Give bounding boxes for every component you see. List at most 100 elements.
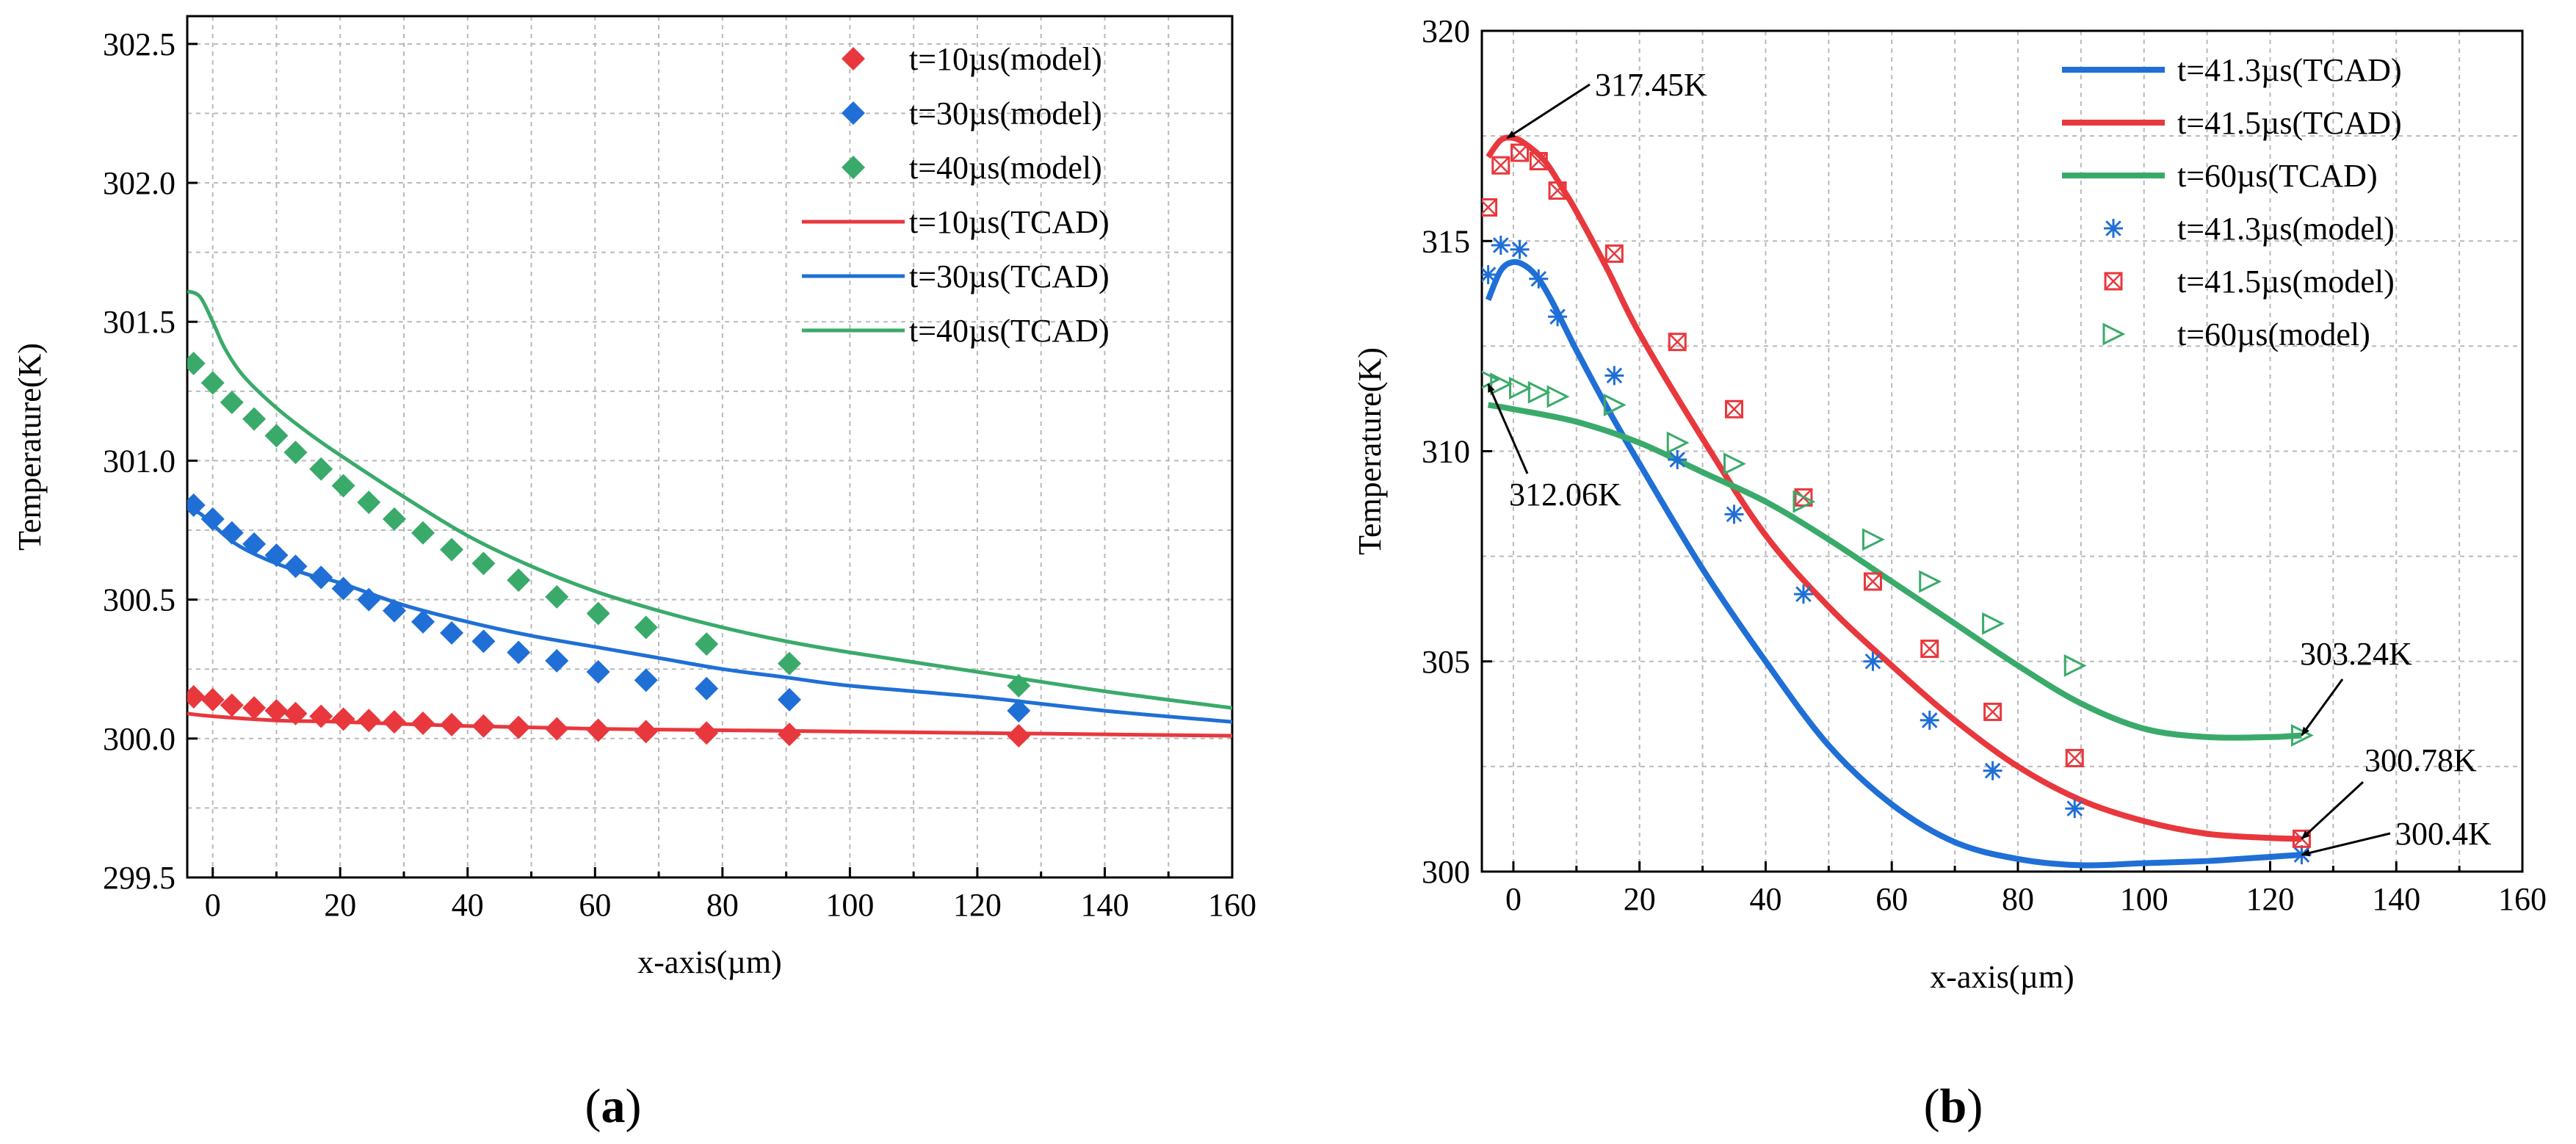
data-point [1482, 198, 1498, 217]
annotation: 300.4K [2301, 816, 2492, 857]
legend: t=10µs(model) t=30µs(model) t=40µs(model) t… [802, 41, 1110, 349]
y-tick-label: 299.5 [103, 860, 176, 896]
data-point [1548, 307, 1568, 327]
data-point [545, 584, 569, 609]
data-point [695, 632, 719, 656]
data-point [586, 601, 610, 626]
x-tick-label: 20 [324, 887, 356, 923]
data-point [187, 351, 206, 375]
plot-frame [186, 15, 1234, 879]
legend-marker-swatch [842, 156, 865, 179]
legend-marker-swatch [842, 47, 865, 70]
series-t=41.3µs(model) [1482, 235, 2312, 865]
legend-label: t=60µs(model) [2177, 316, 2370, 352]
annotation-label: 312.06K [1509, 477, 1621, 513]
annotation-arrow [2301, 832, 2391, 857]
data-point [264, 424, 289, 448]
data-point [440, 537, 464, 562]
data-point [1863, 572, 1882, 591]
x-tick-label: 140 [1080, 887, 1129, 923]
legend: t=41.3µs(TCAD) t=41.5µs(TCAD) t=60µs(TCAD)… [2062, 52, 2402, 352]
legend-item: t=30µs(TCAD) [802, 258, 1110, 294]
data-point [1510, 143, 1530, 162]
data-point [1982, 612, 2005, 635]
x-tick-label: 120 [953, 887, 1002, 923]
annotation-label: 303.24K [2300, 636, 2412, 672]
data-point [471, 629, 496, 654]
data-point [1603, 394, 1627, 416]
legend-label: t=41.5µs(TCAD) [2177, 105, 2402, 141]
legend-marker-swatch [2104, 272, 2123, 291]
series-t=41.5µs(TCAD) [1486, 134, 2302, 842]
series-t=30µs(model) [187, 493, 1031, 723]
data-point [1509, 377, 1532, 400]
x-tick-label: 40 [1749, 881, 1781, 917]
series-line [1487, 402, 2302, 741]
data-point [309, 704, 333, 728]
axis-ticks: 0 20 40 60 80 100 120 140 160 300 305 310 315 320 [1422, 13, 2547, 917]
x-tick-label: 40 [452, 887, 484, 923]
panel-label: (a) [585, 1079, 642, 1133]
x-tick-label: 0 [205, 887, 221, 923]
legend-label: t=41.3µs(TCAD) [2177, 52, 2402, 88]
data-point [777, 723, 801, 747]
y-axis-title: Temperature(K) [1352, 347, 1388, 555]
data-point [1983, 761, 2002, 781]
legend-item: t=41.3µs(model) [2104, 211, 2395, 247]
data-point [2065, 748, 2084, 767]
data-point [220, 693, 244, 717]
data-point [1793, 584, 1813, 604]
data-point [695, 676, 719, 700]
data-point [777, 651, 801, 676]
series-line [187, 506, 1232, 724]
data-point [1527, 380, 1551, 404]
data-point [1792, 490, 1816, 513]
annotation-label: 317.45K [1595, 67, 1707, 103]
legend-item: t=41.3µs(TCAD) [2062, 52, 2402, 88]
legend-item: t=60µs(model) [2102, 316, 2370, 352]
x-tick-label: 160 [2498, 881, 2547, 917]
data-point [331, 707, 355, 731]
data-point [634, 668, 658, 692]
legend-item: t=10µs(TCAD) [802, 204, 1110, 240]
data-point [1491, 156, 1510, 175]
legend-item: t=60µs(TCAD) [2062, 158, 2378, 194]
data-point [1724, 504, 1744, 524]
data-point [1920, 710, 1939, 730]
data-point [411, 521, 435, 545]
legend-item: t=41.5µs(model) [2104, 264, 2395, 300]
annotation-arrow [2301, 781, 2365, 840]
legend-label: t=10µs(TCAD) [909, 204, 1110, 240]
x-tick-label: 0 [1505, 881, 1522, 917]
y-tick-label: 300.0 [103, 721, 176, 757]
series-t=40µs(model) [187, 351, 1031, 698]
y-tick-label: 302.5 [103, 26, 176, 62]
data-point [634, 615, 658, 640]
data-point [200, 507, 225, 531]
legend-label: t=30µs(model) [909, 95, 1102, 131]
legend-label: t=60µs(TCAD) [2177, 158, 2378, 194]
data-point [1983, 702, 2002, 721]
y-tick-label: 305 [1422, 644, 1470, 680]
data-point [1863, 651, 1883, 671]
legend-label: t=40µs(TCAD) [909, 313, 1110, 349]
annotation-arrow [1487, 383, 1529, 474]
panel-a-chart: 0 20 40 60 80 100 120 140 160 299.5 300.0 300.5 301.… [12, 15, 1256, 1133]
x-tick-label: 140 [2372, 881, 2420, 917]
legend-item: t=41.5µs(TCAD) [2062, 105, 2402, 141]
y-tick-label: 320 [1422, 13, 1470, 49]
y-tick-label: 301.5 [103, 304, 176, 340]
data-point [586, 659, 610, 684]
data-point [331, 474, 355, 498]
x-axis-title: x-axis(µm) [1930, 959, 2074, 995]
data-point [1529, 151, 1548, 170]
data-point [411, 609, 435, 634]
series-t=60µs(TCAD) [1487, 402, 2302, 741]
legend-label: t=41.3µs(model) [2177, 211, 2395, 247]
data-point [1862, 528, 1885, 551]
legend-label: t=40µs(model) [909, 150, 1102, 186]
data-point [440, 621, 464, 645]
data-point [471, 551, 496, 576]
y-tick-label: 302.0 [103, 165, 176, 201]
legend-label: t=41.5µs(model) [2177, 264, 2395, 300]
